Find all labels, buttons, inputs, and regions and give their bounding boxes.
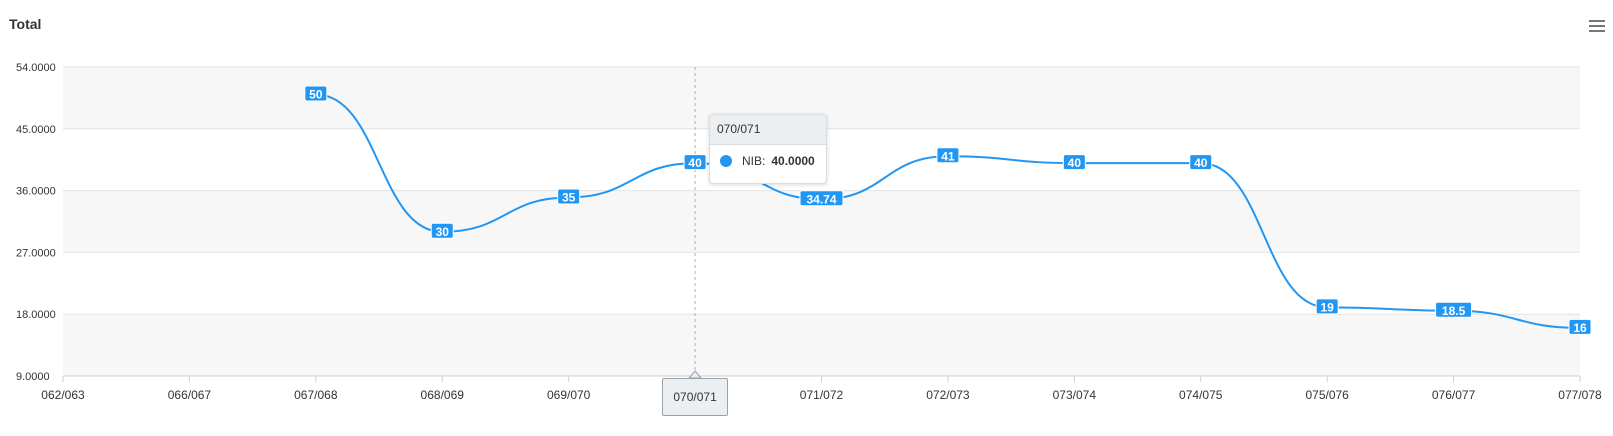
x-tick-label: 076/077	[1432, 388, 1476, 402]
data-label-bg	[430, 222, 454, 239]
x-tick-label: 068/069	[421, 388, 465, 402]
data-label-text: 30	[436, 225, 450, 239]
data-label-text: 19	[1320, 300, 1334, 314]
y-tick-label: 45.0000	[16, 124, 56, 136]
data-label: 35	[557, 188, 581, 205]
series-marker	[720, 155, 732, 167]
data-label-bg	[683, 154, 707, 171]
x-tick-label: 062/063	[41, 388, 85, 402]
y-tick-label: 36.0000	[16, 186, 56, 198]
data-label: 40	[683, 154, 707, 171]
data-label-bg	[557, 188, 581, 205]
x-tick-label: 072/073	[926, 388, 970, 402]
data-label: 34.74	[799, 190, 844, 207]
data-label: 41	[936, 147, 960, 164]
data-label-text: 16	[1573, 321, 1587, 335]
data-label-bg	[1568, 318, 1592, 335]
data-label-text: 40	[1194, 156, 1208, 170]
tooltip-series-label: NIB:	[742, 154, 766, 168]
tooltip-value: 40.0000	[771, 154, 815, 168]
data-label-bg	[1062, 154, 1086, 171]
data-label-bg	[1435, 301, 1473, 318]
x-tick-label: 077/078	[1558, 388, 1602, 402]
data-label-text: 34.74	[806, 192, 836, 206]
menu-line	[1589, 30, 1605, 32]
data-label-text: 35	[562, 190, 576, 204]
y-tick-label: 18.0000	[16, 309, 56, 321]
x-tick-label: 074/075	[1179, 388, 1223, 402]
x-tick-label: 073/074	[1053, 388, 1097, 402]
grid-band	[63, 314, 1580, 376]
data-label: 30	[430, 222, 454, 239]
data-label-text: 41	[941, 149, 955, 163]
series-line	[315, 93, 1581, 329]
menu-line	[1589, 20, 1605, 22]
data-label-text: 18.5	[1442, 304, 1466, 318]
y-tick-label: 54.0000	[16, 62, 56, 74]
x-tick-label: 067/068	[294, 388, 338, 402]
data-label-bg	[304, 85, 328, 102]
data-label-bg	[799, 190, 844, 207]
data-label-bg	[936, 147, 960, 164]
hamburger-menu-icon[interactable]	[1589, 20, 1605, 34]
y-tick-label: 9.0000	[16, 371, 50, 383]
x-tick-label: 066/067	[168, 388, 212, 402]
data-label: 16	[1568, 318, 1592, 335]
menu-line	[1589, 25, 1605, 27]
data-label-bg	[1189, 154, 1213, 171]
x-tick-label: 075/076	[1305, 388, 1349, 402]
data-label: 40	[1062, 154, 1086, 171]
data-label-text: 40	[688, 156, 702, 170]
data-label: 19	[1315, 298, 1339, 315]
y-tick-label: 27.0000	[16, 247, 56, 259]
tooltip: 070/071 NIB: 40.0000	[709, 114, 827, 184]
tooltip-header: 070/071	[710, 115, 826, 145]
data-label-text: 40	[1068, 156, 1082, 170]
x-tick-label: 071/072	[800, 388, 844, 402]
x-tick-label: 069/070	[547, 388, 591, 402]
data-label-text: 50	[309, 87, 323, 101]
x-crosshair-label: 070/071	[662, 378, 729, 416]
tooltip-body: NIB: 40.0000	[710, 145, 826, 168]
data-label-bg	[1315, 298, 1339, 315]
data-label: 18.5	[1435, 301, 1473, 318]
data-label: 40	[1189, 154, 1213, 171]
data-label: 50	[304, 85, 328, 102]
chart-title: Total	[9, 16, 42, 32]
